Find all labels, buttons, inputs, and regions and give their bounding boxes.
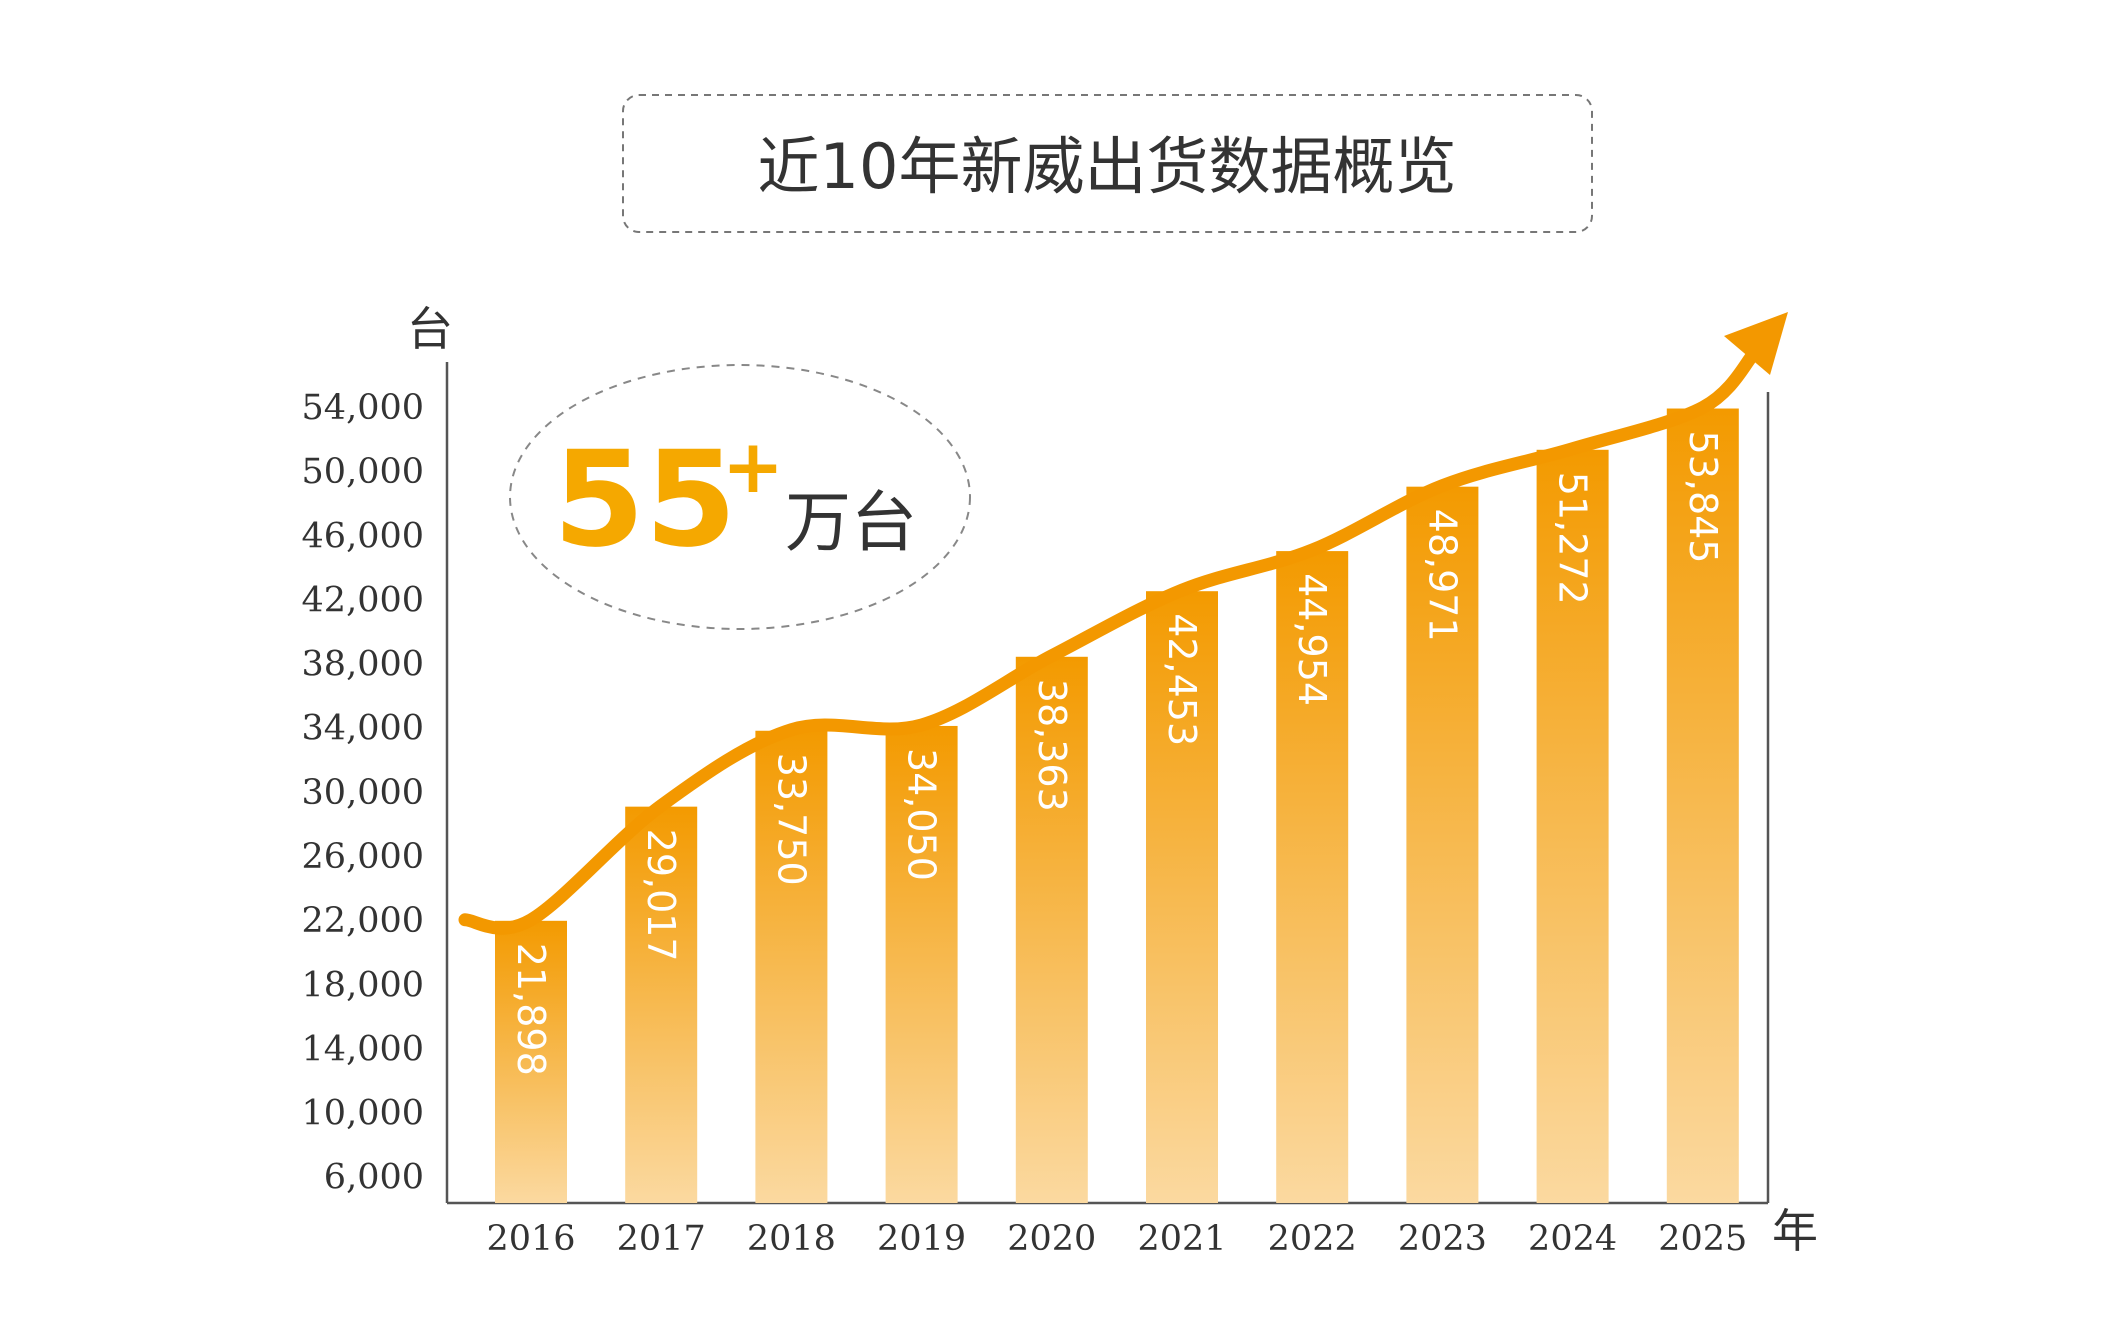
y-tick-label: 18,000 [302,965,424,1005]
highlight-number: 55 [553,423,737,577]
data-labels: 21,898 29,017 33,750 34,050 38,363 42,453 44,9… [509,431,1725,1076]
x-tick-label: 2023 [1398,1219,1487,1259]
bar-2020 [1015,656,1088,1203]
x-tick-label: 2025 [1658,1219,1747,1259]
x-tick-label: 2020 [1007,1219,1096,1259]
x-tick-label: 2018 [747,1219,836,1259]
y-tick-labels: 6,000 10,000 14,000 18,000 22,000 26,000 30,00… [302,388,424,1198]
x-tick-label: 2017 [617,1219,706,1259]
value-label-2019: 34,050 [900,748,944,881]
value-label-2021: 42,453 [1160,613,1204,746]
value-label-2023: 48,971 [1420,509,1464,642]
y-tick-label: 42,000 [302,580,424,620]
x-tick-label: 2024 [1528,1219,1617,1259]
value-label-2016: 21,898 [509,943,553,1076]
bar-2021 [1146,591,1218,1203]
y-tick-label: 14,000 [302,1029,424,1069]
x-tick-label: 2019 [877,1219,966,1259]
bars [495,408,1739,1203]
bar-2016 [495,920,567,1203]
title-box [622,94,1593,233]
x-tick-label: 2022 [1268,1219,1357,1259]
trend-curve [458,345,1762,935]
value-label-2024: 51,272 [1551,472,1595,605]
x-axis-unit: 年 [1772,1204,1818,1258]
bar-2019 [885,725,958,1203]
bar-2025 [1666,408,1739,1203]
bar-2024 [1536,449,1609,1203]
y-tick-label: 26,000 [302,837,424,877]
page-title: 近10年新威出货数据概览 [758,130,1457,203]
y-tick-label: 30,000 [302,773,424,813]
highlight-ellipse [509,364,971,630]
y-tick-label: 46,000 [302,516,424,556]
y-tick-label: 54,000 [302,388,424,428]
y-tick-label: 22,000 [302,901,424,941]
y-tick-label: 50,000 [302,452,424,492]
value-label-2022: 44,954 [1290,573,1334,706]
value-label-2020: 38,363 [1030,679,1074,812]
x-tick-label: 2016 [486,1219,575,1259]
trend-line [458,312,1788,935]
y-axis-unit: 台 [407,302,453,356]
trend-arrowhead [1724,312,1788,375]
highlight-plus: + [722,424,784,510]
highlight-unit: 万台 [785,484,917,561]
y-tick-label: 6,000 [324,1158,424,1198]
bar-2017 [625,806,698,1203]
y-tick-label: 38,000 [302,645,424,685]
bar-2023 [1406,486,1479,1203]
value-label-2018: 33,750 [769,753,813,886]
bar-2022 [1276,551,1349,1203]
value-label-2025: 53,845 [1681,431,1725,564]
bar-2018 [755,730,828,1203]
x-tick-labels: 2016 2017 2018 2019 2020 2021 2022 2023 2024 2025 [486,1219,1747,1259]
y-tick-label: 34,000 [302,709,424,749]
y-tick-label: 10,000 [302,1094,424,1134]
x-tick-label: 2021 [1137,1219,1226,1259]
value-label-2017: 29,017 [639,829,683,962]
